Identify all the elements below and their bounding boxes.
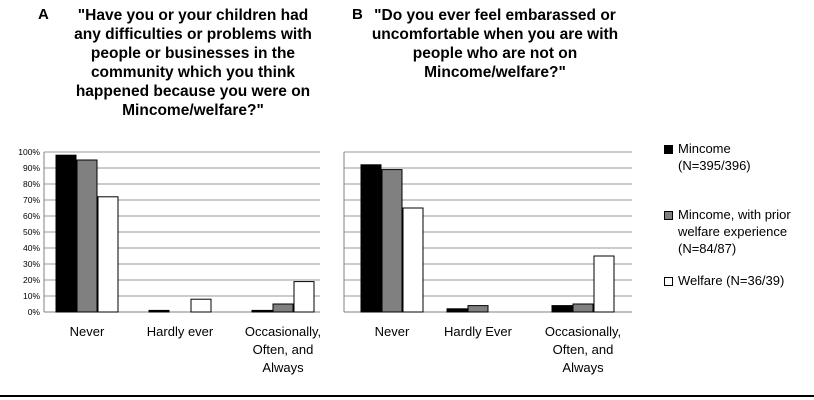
chart-1-bar — [55, 154, 77, 313]
chart-2-bar — [402, 207, 424, 313]
chart-2-bar — [467, 305, 489, 313]
legend-label: Mincome (N=395/396) — [678, 141, 751, 173]
chart-2-bar — [572, 303, 594, 313]
category-label: Hardly Ever — [444, 324, 513, 339]
category-label: Occasionally, Often, and Always — [545, 324, 621, 375]
chart-2-bar — [551, 305, 573, 313]
y-tick-label: 70% — [23, 195, 40, 205]
chart-2-bar — [593, 255, 615, 313]
y-tick-label: 30% — [23, 259, 40, 269]
category-label: Hardly ever — [147, 324, 214, 339]
panel-a-letter: A — [38, 6, 49, 23]
y-tick-label: 50% — [23, 227, 40, 237]
y-tick-label: 80% — [23, 179, 40, 189]
panel-b-letter: B — [352, 6, 363, 23]
legend-swatch — [664, 145, 673, 154]
y-tick-label: 100% — [18, 147, 40, 157]
legend-label: Welfare (N=36/39) — [678, 273, 785, 288]
y-tick-label: 10% — [23, 291, 40, 301]
legend-label: Mincome, with prior welfare experience (… — [678, 207, 791, 256]
category-label: Never — [375, 324, 410, 339]
chart-1-bar — [293, 281, 315, 313]
legend-swatch — [664, 277, 673, 286]
y-tick-label: 40% — [23, 243, 40, 253]
y-tick-label: 90% — [23, 163, 40, 173]
panel-b-title: "Do you ever feel embarassed or uncomfor… — [371, 7, 619, 81]
chart-2-bar — [446, 308, 468, 313]
chart-2-bar — [381, 169, 403, 313]
bottom-rule — [0, 395, 814, 397]
category-label: Never — [70, 324, 105, 339]
chart-1-bar — [272, 303, 294, 313]
chart-1-bar — [76, 159, 98, 313]
chart-1-bar — [97, 196, 119, 313]
y-tick-label: 0% — [28, 307, 41, 317]
y-tick-label: 60% — [23, 211, 40, 221]
panel-a-title: "Have you or your children had any diffi… — [74, 7, 312, 119]
legend-swatch — [664, 211, 673, 220]
chart-1-bar — [190, 298, 212, 313]
y-tick-label: 20% — [23, 275, 40, 285]
chart-1-bar — [251, 309, 273, 313]
chart-1-bar — [148, 309, 170, 313]
chart-2-bar — [360, 164, 382, 313]
category-label: Occasionally, Often, and Always — [245, 324, 321, 375]
